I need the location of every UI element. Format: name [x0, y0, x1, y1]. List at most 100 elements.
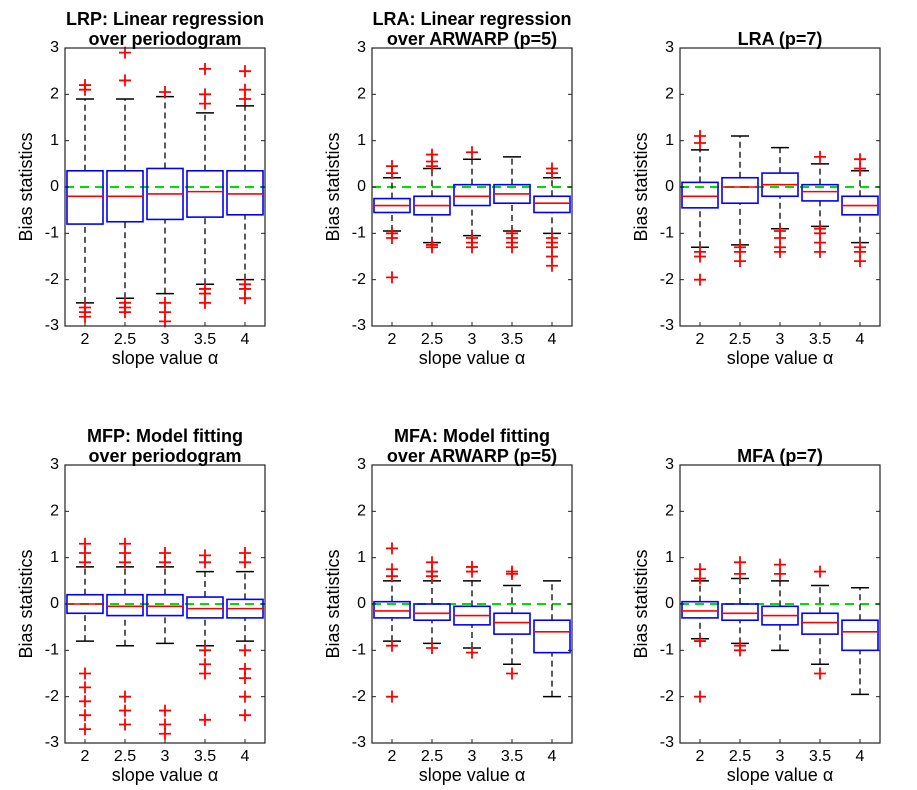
box	[493, 612, 531, 635]
y-tick-label: 0	[665, 178, 674, 195]
outlier	[159, 315, 171, 328]
x-tick-label: 4	[241, 331, 250, 348]
outlier	[546, 167, 558, 180]
axes-frame	[64, 47, 266, 327]
outlier	[426, 642, 438, 655]
subplot-title: MFP: Model fitting	[87, 426, 243, 446]
outlier	[239, 65, 251, 78]
outlier	[386, 167, 398, 180]
outlier	[199, 713, 211, 726]
outlier	[239, 644, 251, 657]
y-tick-label: -2	[352, 271, 366, 288]
outlier	[199, 62, 211, 75]
outlier	[159, 704, 171, 717]
x-tick-label: 3	[161, 331, 170, 348]
x-tick-label: 2.5	[114, 748, 136, 765]
x-tick-label: 4	[856, 331, 865, 348]
outlier	[199, 556, 211, 569]
y-tick-label: -1	[45, 642, 59, 659]
x-axis-label: slope value α	[727, 765, 833, 785]
outlier	[506, 241, 518, 254]
outlier	[79, 709, 91, 722]
y-tick-label: 3	[357, 456, 366, 473]
outlier	[854, 162, 866, 175]
outlier	[506, 567, 518, 580]
y-tick-label: -2	[352, 688, 366, 705]
y-tick-label: -2	[45, 271, 59, 288]
subplot-title: over periodogram	[88, 446, 241, 466]
y-tick-label: -1	[352, 642, 366, 659]
x-tick-label: 3	[468, 748, 477, 765]
outlier	[159, 556, 171, 569]
outlier	[694, 273, 706, 286]
outlier	[814, 245, 826, 258]
x-tick-label: 2	[81, 748, 90, 765]
outlier	[854, 255, 866, 268]
outlier	[199, 97, 211, 110]
y-axis-label: Bias statistics	[323, 549, 343, 658]
box	[373, 600, 411, 619]
y-tick-label: -1	[352, 225, 366, 242]
outlier	[466, 146, 478, 159]
outlier	[199, 296, 211, 309]
subplot-title: LRP: Linear regression	[66, 9, 264, 29]
y-axis-label: Bias statistics	[631, 132, 651, 241]
box	[721, 603, 759, 622]
x-axis-label: slope value α	[419, 348, 525, 368]
subplot: -3 -2 -1 0 1 2 3 2 2.5 3 3.5 4 LRA (p=7) slope value …	[631, 29, 881, 368]
outlier	[119, 690, 131, 703]
outlier	[119, 74, 131, 87]
x-tick-label: 3	[161, 748, 170, 765]
outlier	[79, 723, 91, 736]
outlier	[694, 136, 706, 149]
outlier	[814, 150, 826, 163]
box	[106, 593, 144, 617]
outlier	[159, 86, 171, 99]
outlier	[199, 644, 211, 657]
x-tick-label: 3.5	[194, 331, 216, 348]
subplot-title: LRA: Linear regression	[372, 9, 571, 29]
box	[226, 169, 264, 216]
y-tick-label: 3	[357, 39, 366, 56]
x-tick-label: 2	[81, 331, 90, 348]
subplot: -3 -2 -1 0 1 2 3 2 2.5 3 3.5 4 LRA: Linear regressio…	[323, 9, 573, 368]
box	[66, 169, 104, 225]
outlier	[734, 255, 746, 268]
outlier	[159, 727, 171, 740]
outlier	[694, 250, 706, 263]
x-tick-label: 3	[776, 331, 785, 348]
x-tick-label: 2.5	[421, 748, 443, 765]
y-axis-label: Bias statistics	[16, 549, 36, 658]
x-tick-label: 3	[776, 748, 785, 765]
y-tick-label: -3	[352, 317, 366, 334]
subplot-title: MFA: Model fitting	[394, 426, 550, 446]
outlier	[426, 570, 438, 583]
box	[681, 181, 719, 209]
outlier	[79, 310, 91, 323]
y-tick-label: 2	[665, 86, 674, 103]
outlier	[466, 241, 478, 254]
outlier	[774, 567, 786, 580]
y-tick-label: -3	[45, 734, 59, 751]
outlier	[734, 556, 746, 569]
outlier	[694, 690, 706, 703]
outlier	[694, 635, 706, 648]
y-tick-label: -3	[660, 317, 674, 334]
outlier	[386, 271, 398, 284]
box	[186, 169, 224, 218]
y-tick-label: -2	[660, 271, 674, 288]
outlier	[734, 644, 746, 657]
x-tick-label: 3.5	[501, 331, 523, 348]
outlier	[119, 704, 131, 717]
axes-frame	[64, 464, 266, 744]
outlier	[466, 565, 478, 578]
subplot-title: over ARWARP (p=5)	[387, 29, 557, 49]
x-tick-label: 4	[241, 748, 250, 765]
x-tick-label: 3.5	[809, 331, 831, 348]
x-axis-label: slope value α	[727, 348, 833, 368]
y-tick-label: -2	[45, 688, 59, 705]
x-tick-label: 2	[388, 331, 397, 348]
outlier	[426, 160, 438, 173]
x-tick-label: 2	[696, 331, 705, 348]
